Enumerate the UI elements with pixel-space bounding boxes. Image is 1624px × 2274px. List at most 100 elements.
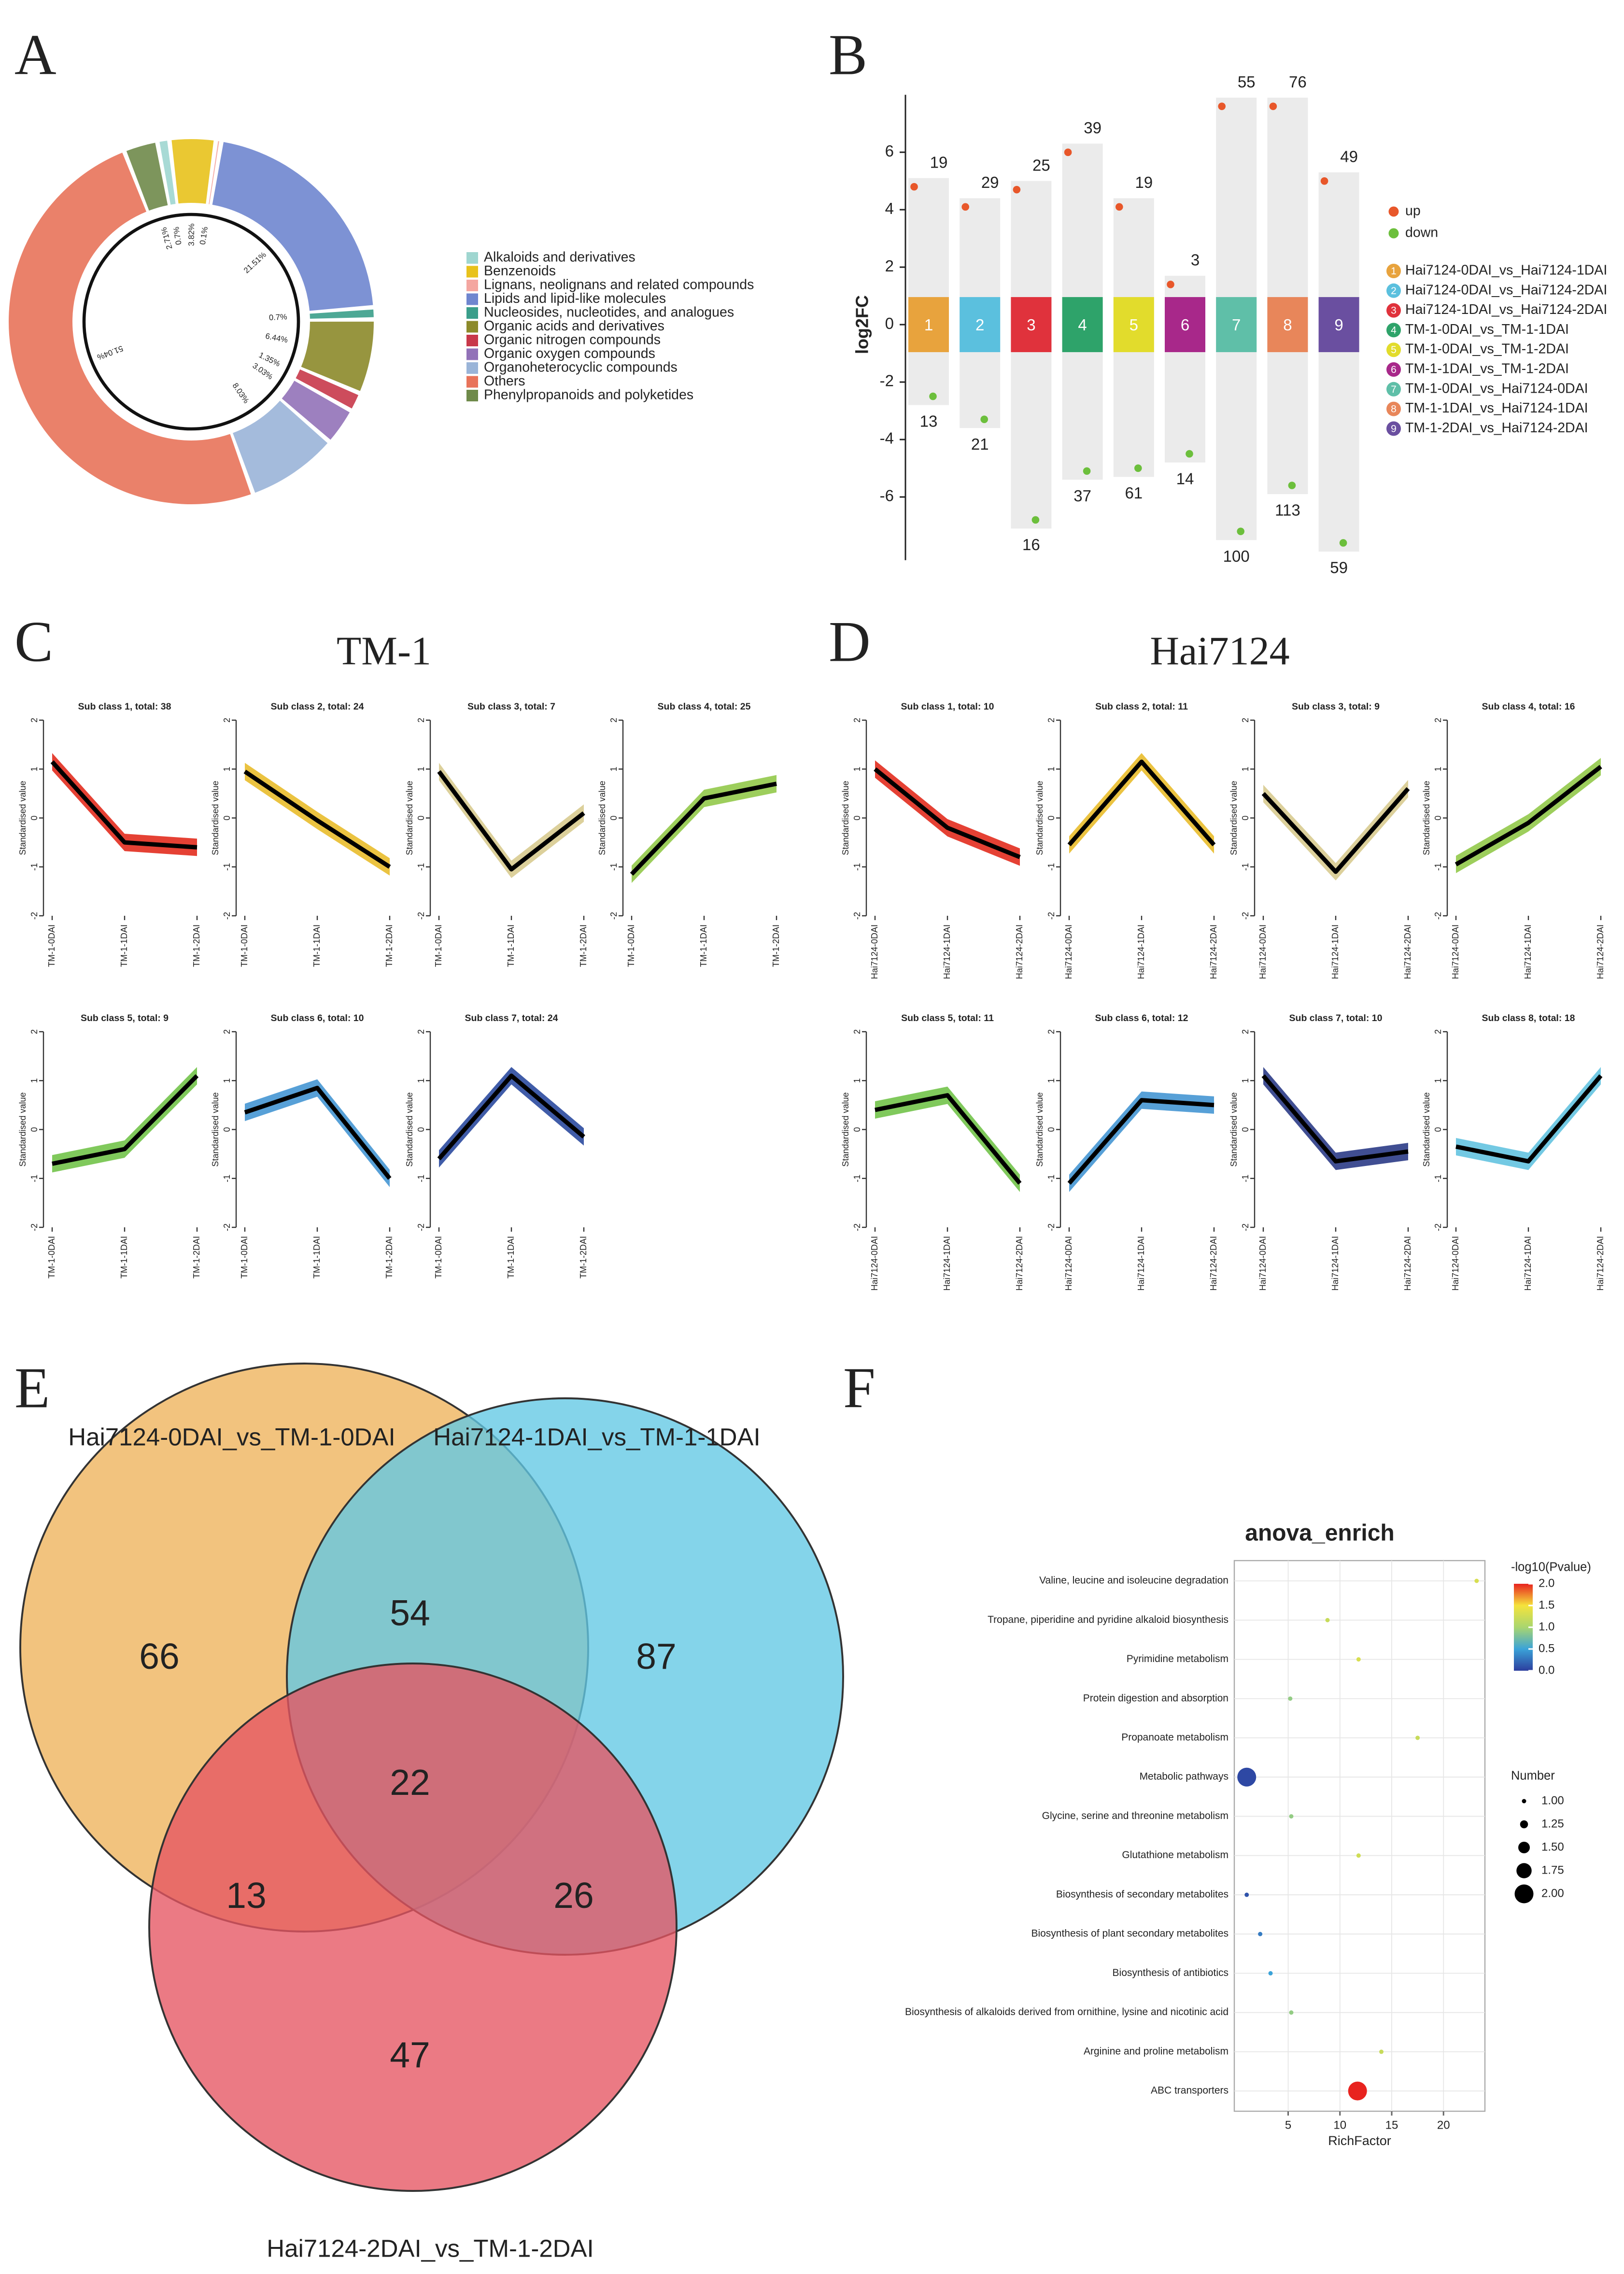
y-tick-label: 2 [416, 1029, 426, 1034]
count-label: 25 [1032, 156, 1050, 174]
panel-letter: E [14, 1356, 50, 1420]
x-tick-label: TM-1-1DAI [312, 1236, 322, 1279]
legend-number: 6 [1391, 364, 1397, 375]
size-key [1514, 1884, 1534, 1904]
y-tick-label: -2 [1241, 1223, 1250, 1231]
group-box [960, 297, 1001, 353]
donut-segment [233, 400, 328, 493]
y-tick-label: 1 [1046, 1078, 1056, 1083]
category-label: Metabolic pathways [1140, 1771, 1229, 1782]
x-tick-label: TM-1-2DAI [771, 924, 781, 967]
y-tick-label: -2 [1433, 912, 1443, 920]
y-tick-label: 1 [852, 767, 862, 771]
x-tick-label: 20 [1437, 2118, 1450, 2132]
y-tick-label: -1 [852, 863, 862, 871]
y-tick-label: -2 [1046, 912, 1056, 920]
extreme-point [1013, 185, 1021, 194]
y-tick-label: 1 [222, 1078, 232, 1083]
set-label: Hai7124-2DAI_vs_TM-1-2DAI [267, 2234, 593, 2262]
subplot-title: Sub class 4, total: 25 [658, 701, 751, 712]
member-band [1263, 1067, 1408, 1170]
y-tick-label: 1 [609, 767, 619, 771]
bubble [1237, 1767, 1257, 1787]
y-tick-label: 2 [885, 257, 894, 275]
size-key [1520, 1820, 1528, 1829]
bubble [1268, 1971, 1273, 1976]
colorbar-label: 1.5 [1539, 1598, 1554, 1611]
donut-segment [159, 141, 176, 205]
y-tick-label: 4 [885, 199, 894, 217]
bubble [1325, 1618, 1330, 1622]
count-label: 19 [1135, 173, 1153, 191]
extreme-point [1186, 450, 1193, 458]
x-tick-label: TM-1-1DAI [506, 924, 516, 967]
y-tick-label: 2 [1433, 718, 1443, 723]
y-tick-label: 0 [852, 815, 862, 820]
set-label: Hai7124-1DAI_vs_TM-1-1DAI [433, 1423, 760, 1450]
y-tick-label: -2 [1433, 1223, 1443, 1231]
x-tick-label: Hai7124-2DAI [1015, 1236, 1024, 1291]
legend-label: Organoheterocyclic compounds [484, 360, 678, 375]
y-tick-label: 0 [1433, 1127, 1443, 1132]
x-tick-label: TM-1-2DAI [384, 1236, 394, 1279]
x-tick-label: Hai7124-2DAI [1596, 1236, 1605, 1291]
percent-label: 0.1% [198, 226, 210, 245]
count-label: 61 [1125, 484, 1143, 502]
x-tick-label: Hai7124-1DAI [1523, 924, 1533, 979]
y-tick-label: 6 [885, 142, 894, 160]
extreme-point [1218, 102, 1226, 110]
y-tick-label: 0 [1241, 1127, 1250, 1132]
mean-line [244, 1085, 392, 1180]
y-axis-label: Standardised value [1229, 781, 1239, 855]
extreme-point [1237, 527, 1245, 535]
x-tick-label: TM-1-1DAI [506, 1236, 516, 1279]
legend-label: TM-1-0DAI_vs_TM-1-1DAI [1405, 322, 1569, 337]
y-tick-label: 1 [1046, 767, 1056, 771]
legend-marker [1386, 283, 1401, 298]
legend-number: 1 [1391, 266, 1397, 277]
percent-label: 0.7% [269, 313, 288, 322]
legend-swatch [466, 376, 478, 388]
category-label: Biosynthesis of secondary metabolites [1056, 1889, 1229, 1900]
x-tick-label: Hai7124-2DAI [1403, 1236, 1412, 1291]
legend-marker [1386, 303, 1401, 318]
panel-title: Hai7124 [1150, 628, 1289, 673]
legend-number: 3 [1391, 305, 1397, 316]
y-tick-label: -1 [609, 863, 619, 871]
size-key [1518, 1842, 1530, 1854]
count-label: 19 [930, 153, 948, 171]
x-tick-label: Hai7124-0DAI [1451, 924, 1460, 979]
y-tick-label: 2 [1046, 718, 1056, 723]
legend-label: Hai7124-0DAI_vs_Hai7124-1DAI [1405, 263, 1607, 278]
count-label: 39 [1084, 119, 1101, 137]
x-tick-label: Hai7124-1DAI [1136, 1236, 1146, 1291]
mean-line [437, 1073, 585, 1161]
y-tick-label: -1 [1241, 1175, 1250, 1182]
subplot-title: Sub class 2, total: 11 [1095, 701, 1188, 712]
subplot-title: Sub class 3, total: 9 [1292, 701, 1380, 712]
panel-letter: C [14, 610, 53, 674]
y-axis-label: Standardised value [1422, 1092, 1431, 1166]
member-band [439, 763, 584, 878]
donut-segment [212, 142, 373, 311]
group-number: 8 [1283, 316, 1292, 334]
legend-label: Others [484, 373, 525, 389]
extreme-point [929, 392, 937, 400]
size-label: 1.00 [1541, 1794, 1564, 1807]
y-tick-label: 0 [416, 1127, 426, 1132]
x-tick-label: Hai7124-2DAI [1015, 924, 1024, 979]
x-tick-label: TM-1-2DAI [192, 924, 201, 967]
subplot-title: Sub class 1, total: 38 [78, 701, 171, 712]
y-axis-label: Standardised value [211, 781, 220, 855]
region-count: 22 [390, 1762, 430, 1803]
legend-label: TM-1-0DAI_vs_Hai7124-0DAI [1405, 381, 1588, 396]
count-label: 113 [1275, 501, 1300, 519]
y-tick-label: -2 [880, 372, 894, 390]
x-tick-label: Hai7124-2DAI [1209, 924, 1218, 979]
x-tick-label: Hai7124-1DAI [1136, 924, 1146, 979]
extreme-point [1083, 467, 1091, 475]
legend-label: Hai7124-1DAI_vs_Hai7124-2DAI [1405, 302, 1607, 317]
y-tick-label: -2 [852, 912, 862, 920]
bubble [1474, 1578, 1479, 1583]
legend-marker [1388, 206, 1399, 217]
